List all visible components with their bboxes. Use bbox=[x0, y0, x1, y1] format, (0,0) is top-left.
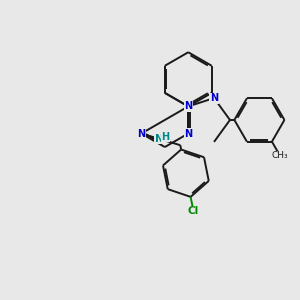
Text: N: N bbox=[184, 128, 192, 139]
Text: N: N bbox=[210, 93, 218, 103]
Text: Cl: Cl bbox=[188, 206, 199, 216]
Text: N: N bbox=[184, 101, 192, 111]
Text: CH₃: CH₃ bbox=[272, 151, 288, 160]
Text: H: H bbox=[161, 132, 170, 142]
Text: N: N bbox=[155, 134, 164, 144]
Text: N: N bbox=[137, 128, 146, 139]
